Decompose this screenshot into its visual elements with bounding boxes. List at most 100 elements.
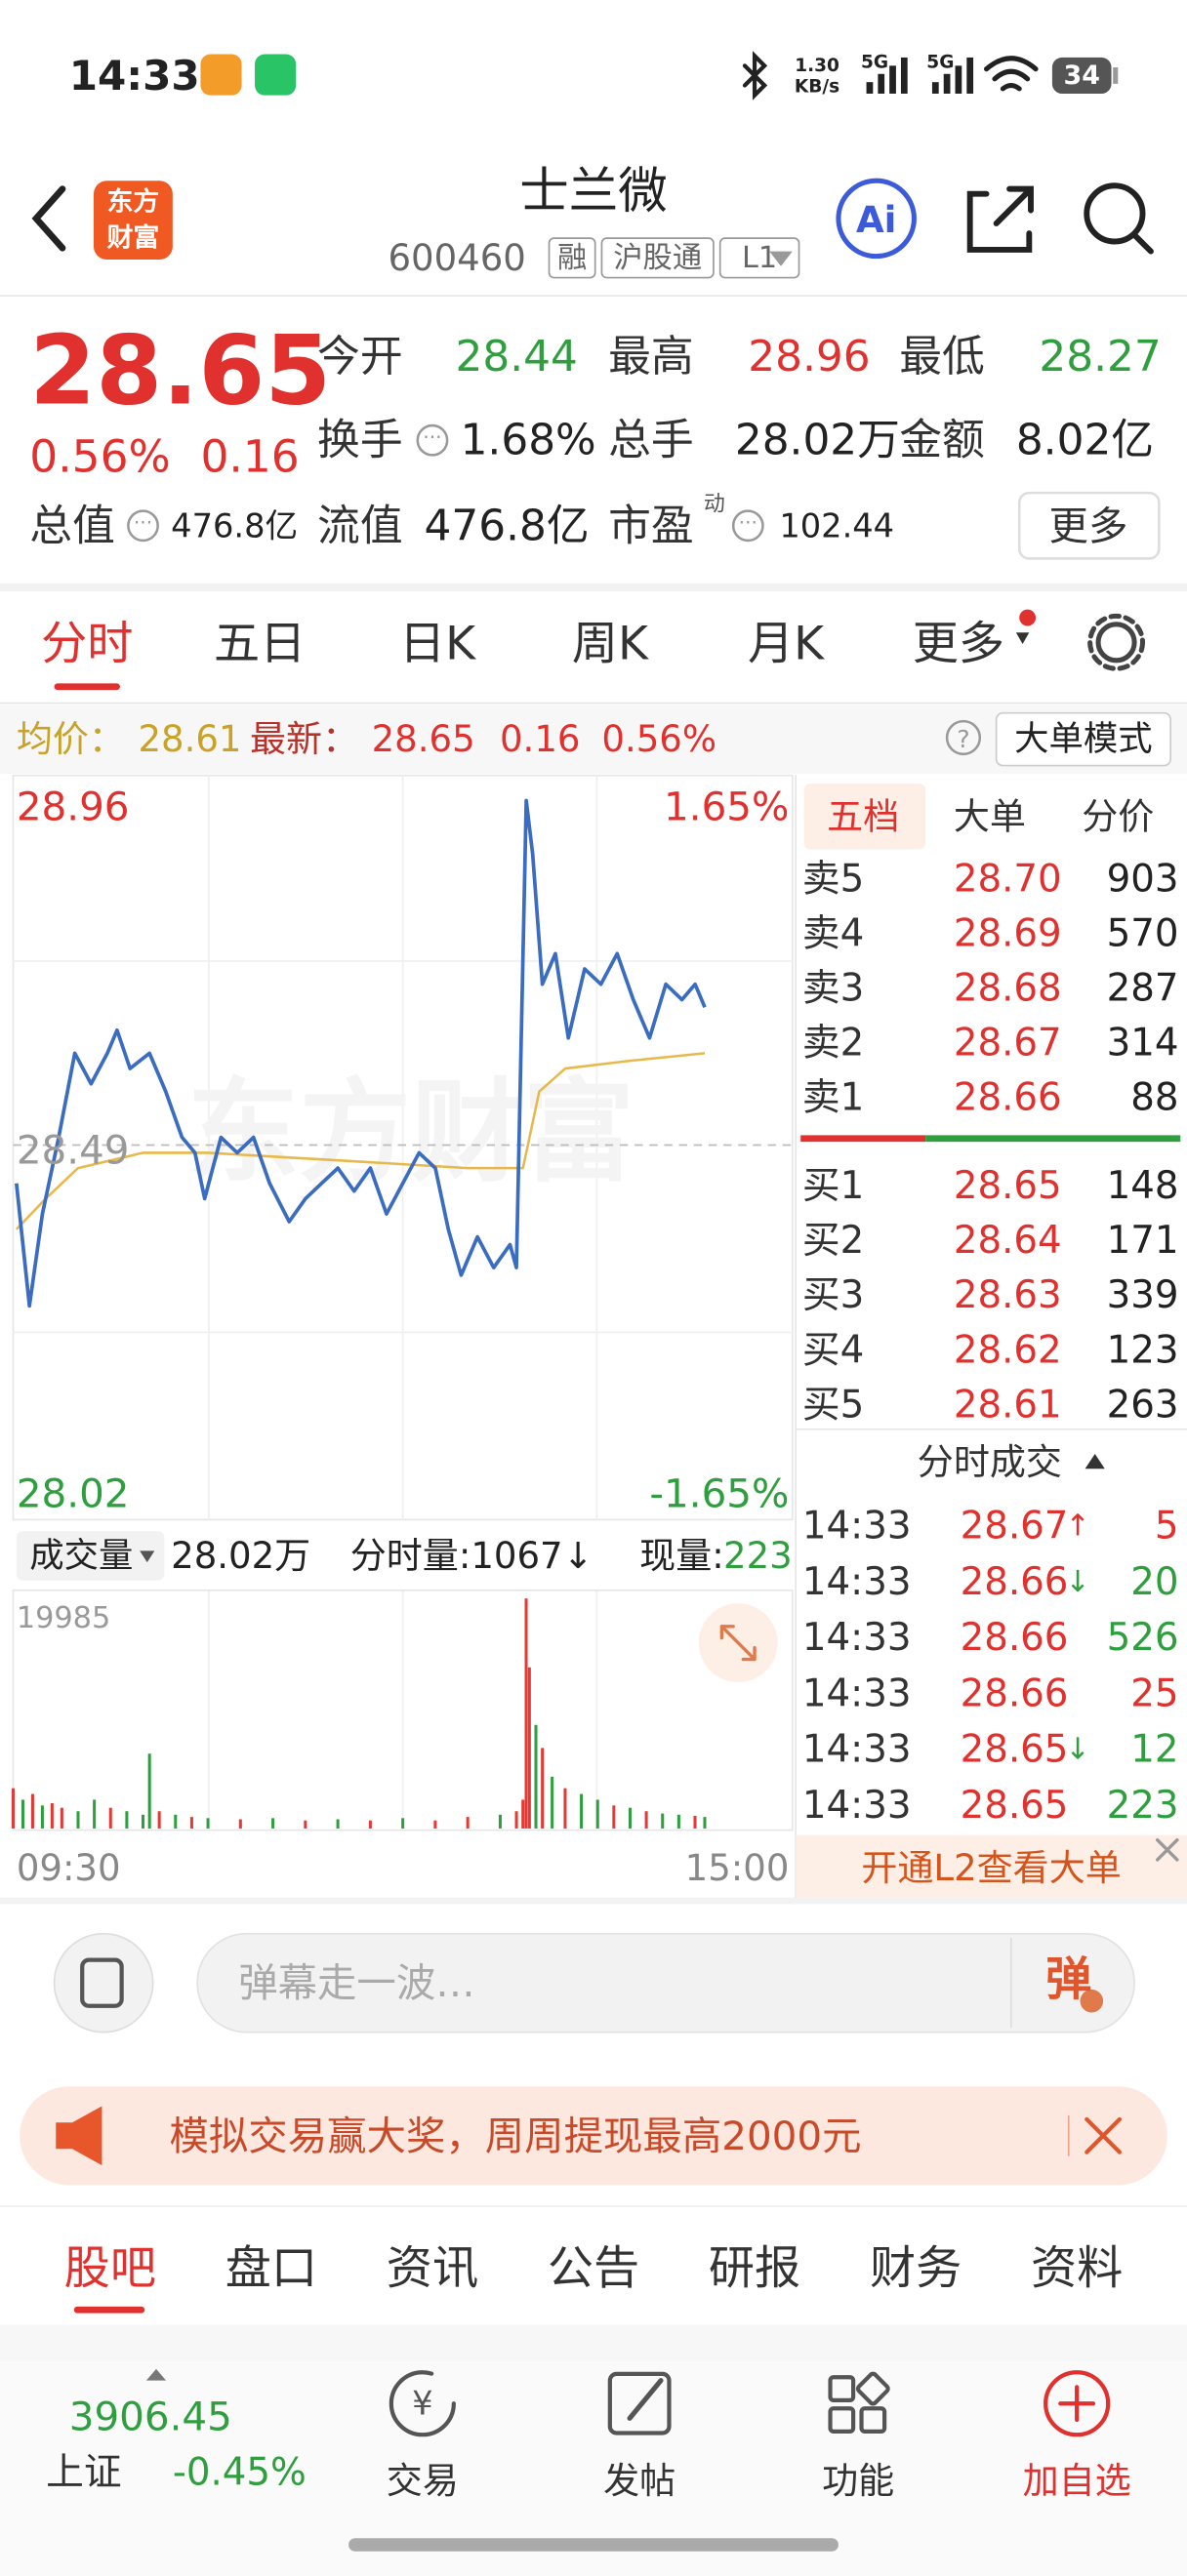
field-label: 最低 xyxy=(899,332,985,382)
volume-bar xyxy=(76,1811,80,1829)
banner-bg[interactable] xyxy=(20,2086,1167,2186)
expand-arrow[interactable] xyxy=(145,2368,167,2381)
period-tab[interactable]: 五日 xyxy=(214,618,306,671)
book-price: 28.64 xyxy=(954,1219,1062,1263)
volume-bar xyxy=(368,1820,372,1829)
orderbook-tab[interactable]: 分价 xyxy=(1082,795,1154,837)
info-icon[interactable] xyxy=(127,509,159,543)
logo xyxy=(94,181,173,261)
book-label: 卖5 xyxy=(802,857,864,901)
nav-label[interactable]: 加自选 xyxy=(1023,2460,1131,2502)
more-button-label[interactable]: 更多 xyxy=(1049,503,1128,549)
app-icon xyxy=(200,54,242,96)
add-icon[interactable] xyxy=(1044,2370,1111,2437)
close-icon[interactable] xyxy=(1156,1838,1179,1862)
content-tab[interactable]: 盘口 xyxy=(225,2242,317,2296)
field-label: 流值 xyxy=(317,501,403,550)
book-volume: 148 xyxy=(1107,1164,1179,1208)
period-tab[interactable]: 月K xyxy=(748,618,825,671)
trade-volume: 12 xyxy=(1130,1728,1178,1772)
l2-bg[interactable] xyxy=(796,1834,1187,1898)
mode-label[interactable]: 大单模式 xyxy=(1014,719,1152,759)
volume-bar xyxy=(30,1793,34,1829)
volume-bar xyxy=(50,1802,54,1829)
volume-bar xyxy=(693,1815,697,1829)
share-icon[interactable] xyxy=(966,185,1034,253)
volume-bar xyxy=(40,1805,44,1829)
function-icon[interactable] xyxy=(828,2371,890,2434)
content-tab[interactable]: 资料 xyxy=(1031,2242,1123,2296)
volume-bar xyxy=(142,1814,145,1829)
info-icon[interactable] xyxy=(731,509,764,543)
back-icon[interactable] xyxy=(31,185,66,252)
volume-bar xyxy=(527,1667,531,1829)
dropdown-icon[interactable] xyxy=(769,251,793,266)
l2-label[interactable]: 开通L2查看大单 xyxy=(861,1847,1121,1889)
volume-bar xyxy=(661,1813,665,1829)
tag-box xyxy=(718,237,800,279)
nav-label[interactable]: 发帖 xyxy=(603,2460,675,2502)
y-max-label: 28.96 xyxy=(17,784,130,830)
content-tab[interactable]: 研报 xyxy=(709,2242,800,2296)
volume-bar xyxy=(20,1799,24,1829)
trade-price: 28.65 xyxy=(961,1728,1069,1772)
stock-code: 600460 xyxy=(388,237,525,279)
content-tab[interactable]: 股吧 xyxy=(64,2242,156,2296)
volume-bar xyxy=(521,1799,525,1829)
dropdown-icon xyxy=(140,1550,155,1563)
book-volume: 263 xyxy=(1107,1383,1179,1427)
nav-label[interactable]: 交易 xyxy=(387,2460,459,2502)
book-volume: 339 xyxy=(1107,1273,1179,1317)
content-tab[interactable]: 财务 xyxy=(870,2242,962,2296)
close-icon[interactable] xyxy=(1085,2116,1123,2154)
post-icon xyxy=(627,2378,664,2421)
price-line xyxy=(14,798,707,1308)
trade-time: 14:33 xyxy=(802,1671,912,1715)
settings-icon[interactable] xyxy=(1095,622,1137,664)
orderbook-tab[interactable]: 大单 xyxy=(954,795,1026,837)
trade-volume: 526 xyxy=(1107,1616,1179,1660)
book-price: 28.68 xyxy=(954,966,1062,1010)
period-tab[interactable]: 分时 xyxy=(41,618,133,671)
now-volume: 223 xyxy=(723,1535,793,1577)
pe-note: 动 xyxy=(704,492,725,516)
mode-button[interactable] xyxy=(995,711,1171,767)
volume-select[interactable] xyxy=(16,1531,165,1581)
book-label: 卖1 xyxy=(802,1076,864,1120)
post-icon[interactable] xyxy=(607,2371,672,2435)
nav-label[interactable]: 功能 xyxy=(822,2460,894,2502)
help-icon[interactable] xyxy=(945,719,982,756)
divider xyxy=(0,583,1187,592)
trade-dir: ↓ xyxy=(1065,1733,1089,1767)
volume-bar xyxy=(628,1807,632,1829)
trade-icon[interactable] xyxy=(389,2370,456,2437)
content-tab[interactable]: 公告 xyxy=(548,2242,639,2296)
volume-bar xyxy=(189,1817,193,1829)
book-label: 卖3 xyxy=(802,966,864,1010)
book-price: 28.62 xyxy=(954,1328,1062,1372)
avg-price-line xyxy=(15,1052,706,1230)
trades-title: 分时成交 xyxy=(918,1441,1062,1483)
search-icon[interactable] xyxy=(1084,182,1146,245)
volume-bar xyxy=(93,1799,97,1829)
net-speed: 1.30 xyxy=(795,56,839,76)
comment-button[interactable]: 弹 xyxy=(1045,1952,1091,2006)
orderbook-tab[interactable]: 五档 xyxy=(827,795,899,837)
x-end-label: 15:00 xyxy=(685,1847,790,1889)
comment-icon[interactable] xyxy=(53,1932,154,2033)
signal-icon xyxy=(866,57,974,94)
info-icon[interactable] xyxy=(416,423,449,457)
divider xyxy=(0,2324,1187,2361)
period-tab[interactable]: 周K xyxy=(572,618,649,671)
comment-input[interactable] xyxy=(196,1932,1135,2033)
badge-dot xyxy=(1019,609,1037,626)
content-tab[interactable]: 资讯 xyxy=(387,2242,478,2296)
period-tab[interactable]: 更多 xyxy=(913,618,1004,671)
more-button[interactable] xyxy=(1017,491,1161,560)
volume-bar xyxy=(336,1819,340,1829)
stock-tag: 沪股通 xyxy=(613,241,702,275)
ai-icon[interactable] xyxy=(836,178,917,260)
trade-icon: ¥ xyxy=(412,2385,432,2423)
period-tab[interactable]: 日K xyxy=(399,618,476,671)
